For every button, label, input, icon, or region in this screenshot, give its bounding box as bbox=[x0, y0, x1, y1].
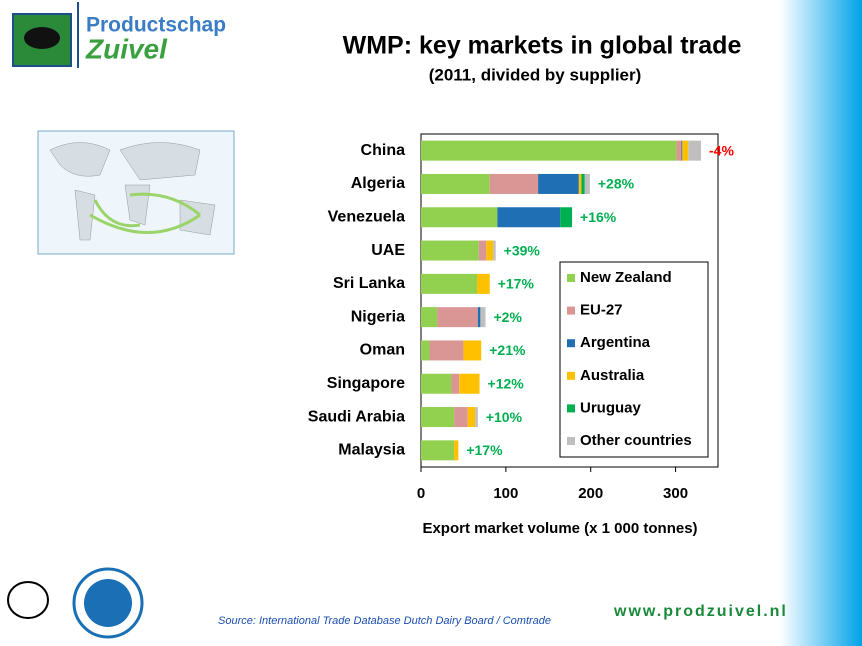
bar-segment bbox=[560, 207, 573, 228]
bar-segment bbox=[421, 173, 490, 194]
legend-label: EU-27 bbox=[580, 302, 623, 319]
bar-segment bbox=[437, 307, 478, 328]
y-tick-label: Venezuela bbox=[328, 208, 405, 225]
legend-label: Uruguay bbox=[580, 399, 642, 416]
legend-swatch bbox=[567, 437, 575, 445]
growth-label: +2% bbox=[493, 309, 522, 325]
legend-label: New Zealand bbox=[580, 269, 672, 286]
legend-box bbox=[559, 261, 709, 458]
bar-segment bbox=[486, 240, 494, 261]
x-tick-label: 200 bbox=[578, 485, 603, 502]
bar-segment bbox=[421, 207, 498, 228]
bar-segment bbox=[421, 407, 455, 428]
legend-label: Argentina bbox=[580, 334, 651, 351]
bar-segment bbox=[463, 340, 482, 361]
bar-segment bbox=[467, 407, 476, 428]
bar-segment bbox=[538, 173, 579, 194]
bar-segment bbox=[497, 207, 561, 228]
bar-segment bbox=[681, 140, 683, 161]
bar-segment bbox=[421, 340, 430, 361]
y-tick-label: Sri Lanka bbox=[333, 275, 405, 292]
bar-segment bbox=[581, 173, 585, 194]
bar-segment bbox=[676, 140, 682, 161]
bar-segment bbox=[421, 140, 677, 161]
y-tick-label: Saudi Arabia bbox=[308, 408, 405, 425]
bar-segment bbox=[421, 373, 452, 394]
y-tick-label: Singapore bbox=[327, 375, 405, 392]
website: www.prodzuivel.nl bbox=[613, 603, 788, 620]
chart-subtitle: (2011, divided by supplier) bbox=[429, 65, 642, 84]
x-tick-label: 100 bbox=[493, 485, 518, 502]
growth-label: -4% bbox=[709, 142, 734, 158]
bar-segment bbox=[578, 173, 582, 194]
growth-label: +16% bbox=[580, 209, 617, 225]
bar-segment bbox=[478, 240, 487, 261]
plot-frame bbox=[420, 133, 719, 468]
y-tick-label: Malaysia bbox=[338, 442, 405, 459]
cow-logo bbox=[7, 581, 49, 619]
brand-top: Productschap bbox=[86, 14, 226, 37]
idf-logo bbox=[72, 567, 144, 639]
growth-label: +17% bbox=[466, 442, 503, 458]
bar-segment bbox=[489, 173, 539, 194]
bar-segment bbox=[454, 407, 468, 428]
legend-swatch bbox=[567, 371, 575, 380]
bar-segment bbox=[421, 273, 478, 294]
y-tick-label: China bbox=[361, 142, 406, 159]
bar-segment bbox=[682, 140, 689, 161]
idf-logo-inner bbox=[84, 579, 132, 627]
legend-swatch bbox=[567, 339, 575, 348]
x-axis-label: Export market volume (x 1 000 tonnes) bbox=[422, 520, 697, 537]
legend-swatch bbox=[567, 404, 575, 413]
bar-segment bbox=[477, 307, 481, 328]
legend-label: Other countries bbox=[580, 432, 692, 449]
growth-label: +12% bbox=[488, 375, 525, 391]
growth-label: +21% bbox=[489, 342, 526, 358]
growth-label: +17% bbox=[498, 276, 535, 292]
y-tick-label: Nigeria bbox=[351, 308, 405, 325]
source: Source: International Trade Database Dut… bbox=[218, 615, 551, 627]
y-tick-label: Oman bbox=[360, 342, 405, 359]
x-tick-label: 300 bbox=[663, 485, 688, 502]
y-tick-label: Algeria bbox=[351, 175, 405, 192]
bar-segment bbox=[454, 440, 459, 461]
bar-segment bbox=[429, 340, 464, 361]
growth-label: +28% bbox=[598, 176, 635, 192]
bar-segment bbox=[493, 240, 496, 261]
chart-title: WMP: key markets in global trade bbox=[343, 32, 742, 60]
bar-segment bbox=[459, 373, 480, 394]
legend-swatch bbox=[567, 306, 575, 315]
bar-segment bbox=[421, 440, 455, 461]
bar-segment bbox=[584, 173, 590, 194]
logo-cow bbox=[24, 27, 60, 49]
bar-segment bbox=[688, 140, 702, 161]
bar-segment bbox=[421, 307, 438, 328]
bar-segment bbox=[451, 373, 460, 394]
legend-label: Australia bbox=[580, 367, 645, 384]
legend-swatch bbox=[567, 274, 575, 282]
bar-segment bbox=[475, 407, 478, 428]
bar-segment bbox=[421, 240, 479, 261]
growth-label: +10% bbox=[486, 409, 523, 425]
x-tick-label: 0 bbox=[417, 485, 425, 502]
y-tick-label: UAE bbox=[371, 242, 405, 259]
bar-segment bbox=[477, 273, 490, 294]
growth-label: +39% bbox=[504, 242, 541, 258]
brand-bottom: Zuivel bbox=[85, 33, 168, 64]
map-flows bbox=[89, 192, 201, 234]
side-band bbox=[780, 0, 862, 646]
bar-segment bbox=[480, 307, 486, 328]
